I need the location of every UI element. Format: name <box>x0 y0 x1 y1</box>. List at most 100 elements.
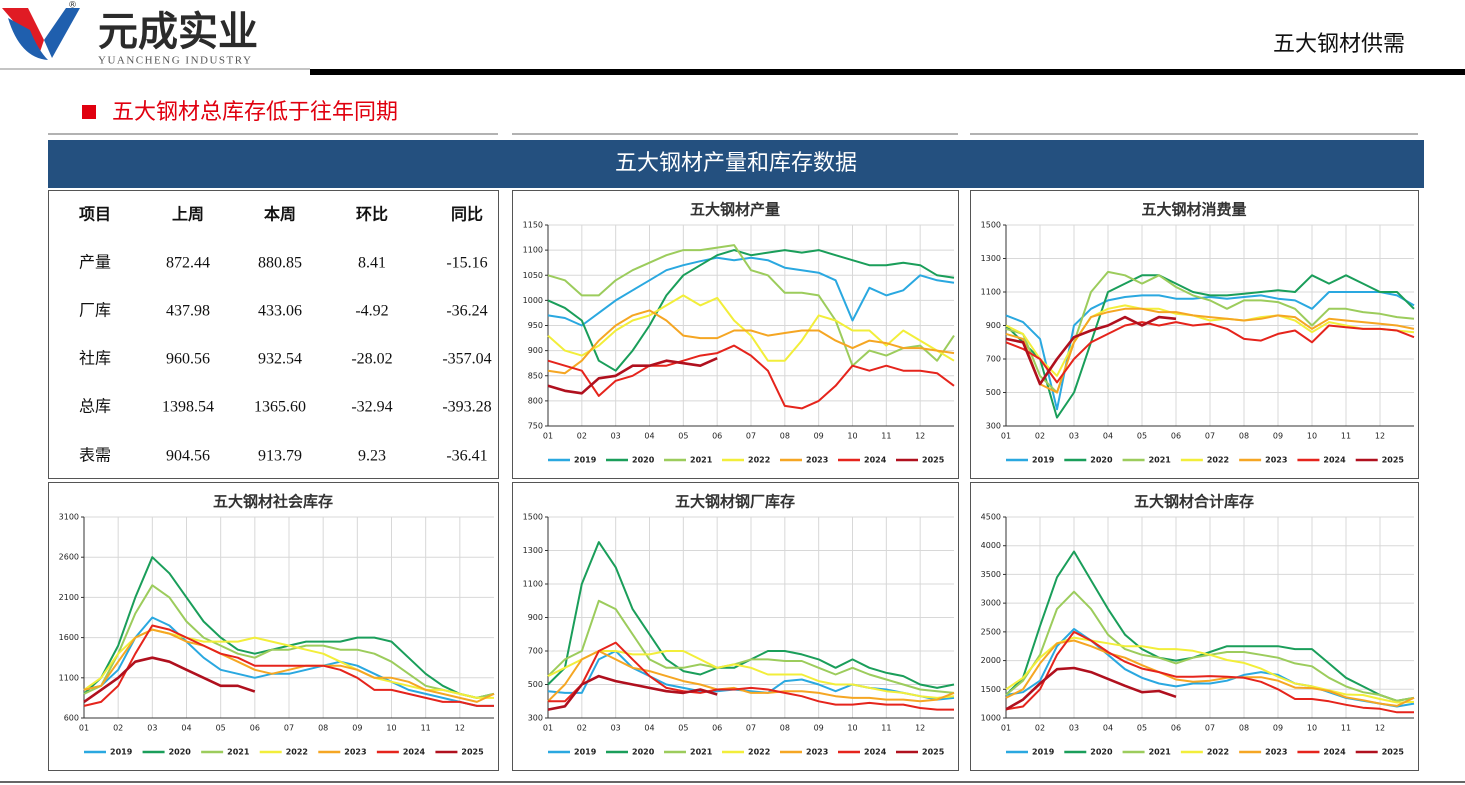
x-tick-label: 07 <box>746 724 756 733</box>
table-cell: -15.16 <box>446 255 487 272</box>
legend-label: 2024 <box>1323 456 1346 465</box>
chart-box <box>970 190 1419 479</box>
y-tick-label: 3500 <box>981 570 1001 579</box>
x-tick-label: 06 <box>712 432 722 441</box>
table-cell: 932.54 <box>258 351 302 368</box>
y-tick-label: 1500 <box>981 221 1001 230</box>
x-tick-label: 05 <box>678 724 688 733</box>
series-line <box>83 628 495 703</box>
x-tick-label: 01 <box>543 724 553 733</box>
chart: 五大钢材社会库存 600 1100 1600 2100 2600 3100 01 02 03 04 0… <box>48 482 499 771</box>
y-tick-label: 1100 <box>523 246 543 255</box>
x-tick-label: 02 <box>577 432 587 441</box>
legend-label: 2019 <box>110 748 133 757</box>
series-line <box>547 309 955 375</box>
bullet <box>82 105 96 119</box>
x-tick-label: 12 <box>1375 724 1385 733</box>
y-tick-label: 1300 <box>981 254 1001 263</box>
series-line <box>547 294 955 362</box>
x-tick-label: 03 <box>1069 432 1079 441</box>
chart: 五大钢材钢厂库存 300 500 700 900 1100 1300 1500 01 02 03 04… <box>512 482 959 771</box>
x-tick-label: 12 <box>915 724 925 733</box>
series-line <box>547 344 955 410</box>
table-cell: -36.41 <box>446 448 487 465</box>
y-tick-label: 900 <box>986 321 1001 330</box>
x-tick-label: 09 <box>352 724 362 733</box>
x-tick-label: 04 <box>1103 432 1113 441</box>
table-cell: 1365.60 <box>254 399 306 416</box>
logo-blue2 <box>44 8 80 58</box>
y-tick-label: 1000 <box>523 296 543 305</box>
x-tick-label: 10 <box>386 724 396 733</box>
legend-label: 2019 <box>1032 456 1055 465</box>
x-tick-label: 09 <box>1273 724 1283 733</box>
banner <box>48 140 1424 188</box>
page-title: 五大钢材供需 <box>1273 32 1405 57</box>
table-header: 同比 <box>451 205 483 224</box>
x-tick-label: 03 <box>147 724 157 733</box>
table-cell: 社库 <box>79 350 111 368</box>
y-tick-label: 850 <box>528 371 543 380</box>
series-line <box>1005 307 1415 394</box>
table-cell: -393.28 <box>442 399 491 416</box>
chart-title: 五大钢材产量 <box>690 201 780 219</box>
chart: 五大钢材合计库存 1000 1500 2000 2500 3000 3500 4000 4500… <box>970 482 1419 771</box>
series-line <box>1005 321 1415 384</box>
series-line <box>548 641 954 711</box>
logo-name: 元成实业 <box>98 9 258 55</box>
series-line <box>1005 274 1415 419</box>
y-tick-label: 1300 <box>523 546 543 555</box>
legend-label: 2023 <box>344 748 366 757</box>
x-tick-label: 02 <box>1035 724 1045 733</box>
x-tick-label: 11 <box>421 724 431 733</box>
y-tick-label: 950 <box>528 321 543 330</box>
table-cell: 8.41 <box>358 255 386 272</box>
y-tick-label: 500 <box>986 388 1001 397</box>
x-tick-label: 10 <box>847 432 857 441</box>
chart-box <box>512 482 959 771</box>
legend-label: 2021 <box>1149 456 1172 465</box>
y-tick-label: 4000 <box>981 541 1001 550</box>
legend-label: 2020 <box>169 748 192 757</box>
y-tick-label: 3100 <box>59 513 79 522</box>
legend-label: 2025 <box>1382 748 1405 757</box>
chart: 五大钢材产量 750 800 850 900 950 1000 1050 1100 1150 01 0… <box>512 190 959 479</box>
x-tick-label: 11 <box>881 432 891 441</box>
x-tick-label: 05 <box>216 724 226 733</box>
y-tick-label: 1100 <box>523 580 543 589</box>
legend-label: 2020 <box>632 748 655 757</box>
table-cell: 872.44 <box>166 255 210 272</box>
x-tick-label: 07 <box>1205 432 1215 441</box>
x-tick-label: 12 <box>455 724 465 733</box>
y-tick-label: 300 <box>986 422 1001 431</box>
series-line <box>547 249 955 372</box>
x-tick-label: 12 <box>1375 432 1385 441</box>
legend-label: 2023 <box>1265 748 1287 757</box>
table-box <box>48 190 499 479</box>
x-tick-label: 08 <box>780 724 790 733</box>
chart-title: 五大钢材钢厂库存 <box>675 493 795 511</box>
x-tick-label: 06 <box>1171 432 1181 441</box>
series-line <box>547 650 955 699</box>
series-line <box>547 674 718 711</box>
x-tick-label: 11 <box>1341 724 1351 733</box>
table-cell: 厂库 <box>79 302 111 320</box>
table-cell: -32.94 <box>351 399 392 416</box>
x-tick-label: 04 <box>1103 724 1113 733</box>
chart-box <box>970 482 1419 771</box>
y-tick-label: 2600 <box>59 553 79 562</box>
y-tick-label: 300 <box>528 714 543 723</box>
legend-label: 2021 <box>1149 748 1172 757</box>
header-rule <box>310 69 1465 75</box>
table-header: 环比 <box>356 205 388 224</box>
table-cell: 9.23 <box>358 448 386 465</box>
series-line <box>547 599 955 694</box>
y-tick-label: 3000 <box>981 599 1001 608</box>
table-cell: -28.02 <box>351 351 392 368</box>
x-tick-label: 02 <box>113 724 123 733</box>
x-tick-label: 01 <box>79 724 89 733</box>
table-cell: 433.06 <box>258 303 302 320</box>
legend-label: 2020 <box>632 456 655 465</box>
